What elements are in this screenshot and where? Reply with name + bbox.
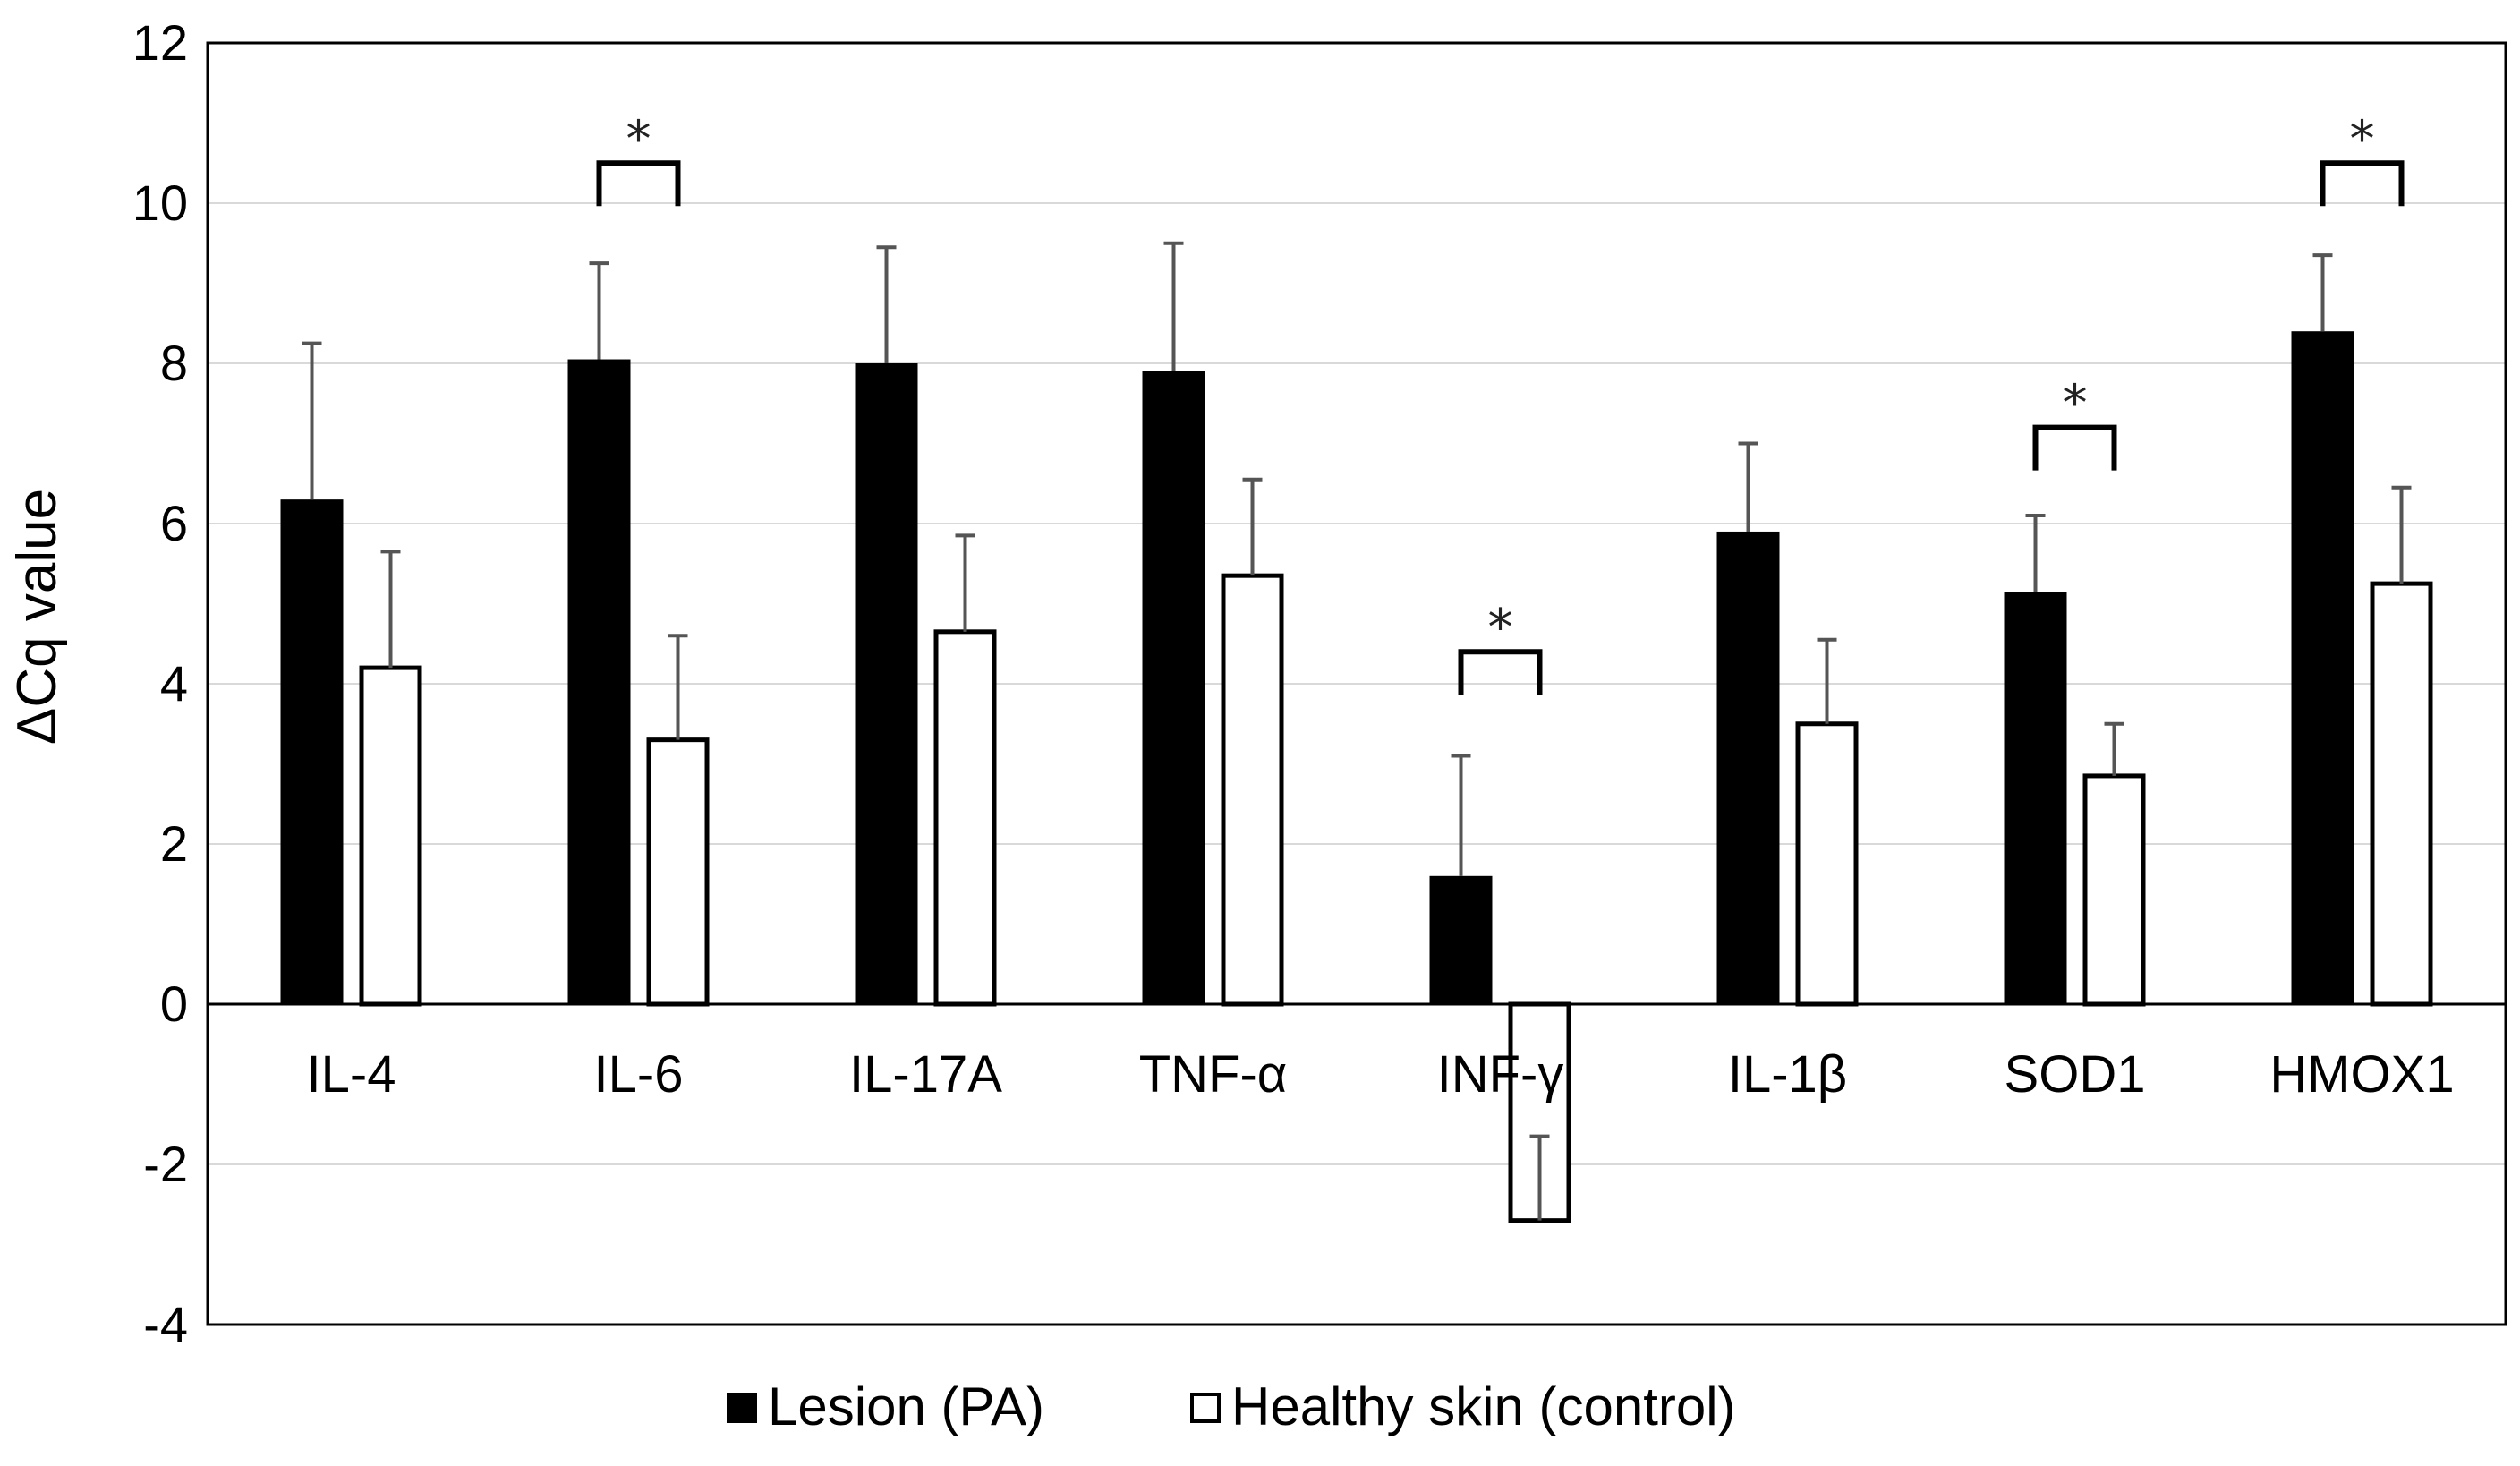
y-tick-label: 8 xyxy=(160,335,188,391)
y-tick-label: 4 xyxy=(160,655,188,712)
category-labels: IL-4 IL-6 IL-17A TNF-α INF-γ IL-1β SOD1 HMOX1 xyxy=(307,1045,2455,1104)
significance-markers: * * * * xyxy=(596,110,2405,695)
significance-bracket xyxy=(596,160,681,207)
y-tick-label: 6 xyxy=(160,495,188,551)
grid-lines xyxy=(208,202,2506,1165)
y-tick-label: 10 xyxy=(132,175,188,231)
lesion-bar xyxy=(855,363,918,1004)
error-bars xyxy=(302,241,2412,1221)
legend: Lesion (PA) Healthy skin (control) xyxy=(727,1377,1736,1436)
control-bar xyxy=(2082,773,2146,1007)
y-tick-label: -2 xyxy=(143,1136,188,1192)
category-label: IL-17A xyxy=(849,1045,1002,1104)
y-axis-title: ΔCq value xyxy=(6,489,68,745)
y-tick-label: -4 xyxy=(143,1296,188,1352)
control-bar xyxy=(646,737,710,1007)
significance-asterisk: * xyxy=(2063,375,2088,433)
category-label: INF-γ xyxy=(1437,1045,1564,1104)
category-label: TNF-α xyxy=(1139,1045,1288,1104)
significance-bracket xyxy=(1458,649,1543,695)
lesion-bar xyxy=(567,359,631,1004)
bars xyxy=(280,331,2433,1223)
category-label: IL-1β xyxy=(1728,1045,1847,1104)
control-bar xyxy=(933,629,997,1007)
legend-label: Lesion (PA) xyxy=(768,1377,1044,1436)
control-bar xyxy=(1795,721,1859,1007)
y-tick-label: 0 xyxy=(160,976,188,1032)
control-bar xyxy=(1221,573,1284,1007)
significance-bracket xyxy=(2320,160,2405,207)
y-tick-label: 2 xyxy=(160,815,188,872)
control-bar xyxy=(2370,581,2433,1007)
lesion-bar xyxy=(1142,371,1205,1004)
significance-asterisk: * xyxy=(626,110,651,168)
lesion-bar xyxy=(1716,531,1780,1004)
legend-label: Healthy skin (control) xyxy=(1231,1377,1736,1436)
lesion-bar xyxy=(2004,592,2067,1004)
lesion-bar xyxy=(280,499,344,1004)
lesion-bar xyxy=(2291,331,2354,1004)
plot-frame xyxy=(206,41,2507,1326)
legend-swatch-lesion xyxy=(727,1393,757,1423)
category-label: SOD1 xyxy=(2005,1045,2146,1104)
legend-swatch-control xyxy=(1190,1393,1221,1423)
category-label: IL-6 xyxy=(594,1045,684,1104)
significance-asterisk: * xyxy=(1488,599,1513,657)
category-label: HMOX1 xyxy=(2269,1045,2454,1104)
category-label: IL-4 xyxy=(307,1045,396,1104)
significance-asterisk: * xyxy=(2350,110,2375,168)
significance-bracket xyxy=(2032,424,2117,471)
y-axis-ticks: -4 -2 0 2 4 6 8 10 12 xyxy=(132,14,188,1352)
control-bar xyxy=(359,665,422,1007)
lesion-bar xyxy=(1429,875,1493,1004)
y-tick-label: 12 xyxy=(132,14,188,71)
